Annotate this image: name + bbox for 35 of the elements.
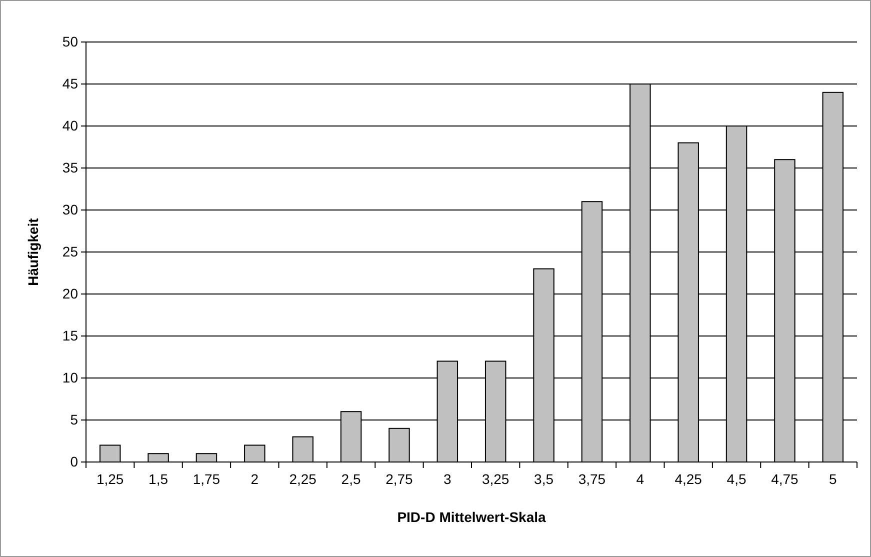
x-tick-label: 1,75 <box>192 470 220 487</box>
y-tick-label: 0 <box>70 453 78 470</box>
x-tick-label: 5 <box>829 470 838 487</box>
x-tick-label: 3,75 <box>578 470 606 487</box>
y-axis-title: Häufigkeit <box>25 218 41 286</box>
x-tick-label: 4,25 <box>674 470 702 487</box>
y-tick-label: 45 <box>62 75 78 92</box>
x-tick-label: 3 <box>444 470 452 487</box>
x-tick-label: 4,5 <box>726 470 746 487</box>
y-tick-label: 30 <box>62 201 78 218</box>
y-tick-label: 20 <box>62 285 78 302</box>
x-tick-label: 2,75 <box>386 470 414 487</box>
y-tick-label: 10 <box>62 369 78 386</box>
x-axis-title: PID-D Mittelwert-Skala <box>397 509 546 525</box>
y-tick-label: 25 <box>62 243 78 260</box>
x-tick-label: 2 <box>250 470 259 487</box>
y-tick-label: 5 <box>70 411 78 428</box>
y-tick-label: 50 <box>62 33 78 50</box>
x-tick-label: 4 <box>636 470 644 487</box>
y-tick-label: 15 <box>62 327 78 344</box>
bar <box>99 444 121 462</box>
x-tick-label: 1,25 <box>96 470 124 487</box>
bar <box>388 428 410 462</box>
x-tick-label: 2,5 <box>341 470 361 487</box>
x-tick-label: 1,5 <box>148 470 168 487</box>
bar <box>244 444 266 462</box>
x-tick-label: 2,25 <box>289 470 317 487</box>
y-tick-label: 40 <box>62 117 78 134</box>
x-tick-label: 3,25 <box>482 470 510 487</box>
bar <box>292 436 314 462</box>
x-tick-label: 4,75 <box>771 470 799 487</box>
y-tick-label: 35 <box>62 159 78 176</box>
bar <box>196 453 218 462</box>
x-tick-label: 3,5 <box>534 470 554 487</box>
bar <box>148 453 169 462</box>
